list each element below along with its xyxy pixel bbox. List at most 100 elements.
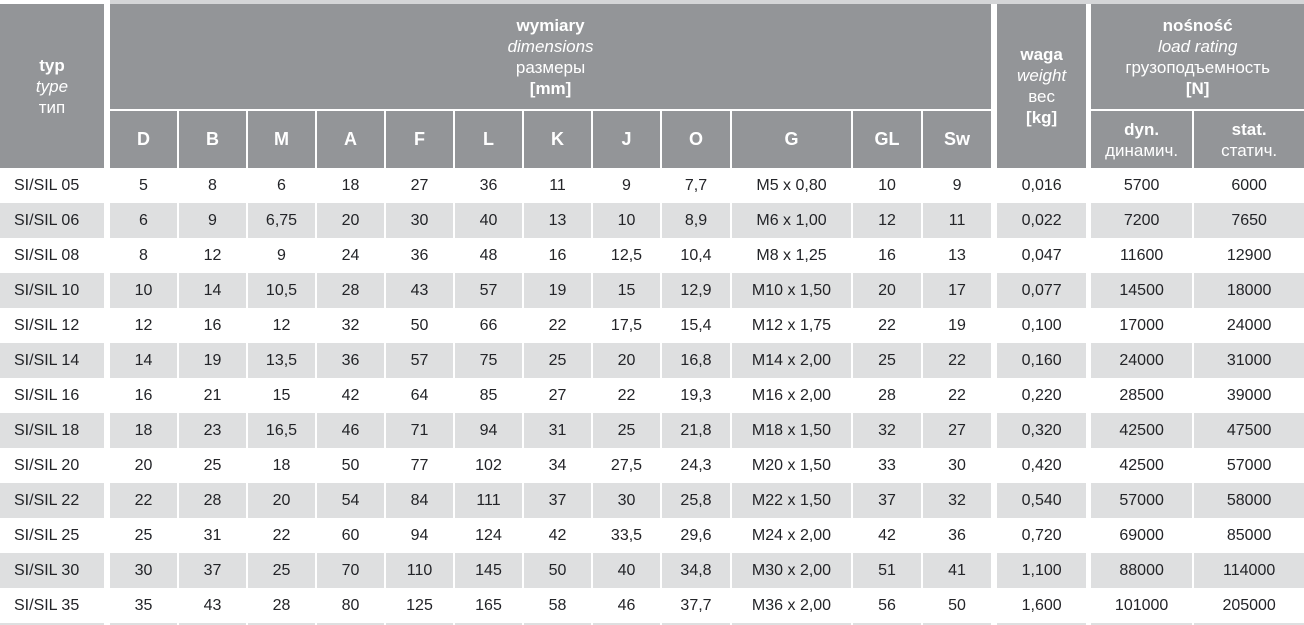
col-header-M: M: [248, 111, 317, 168]
value-cell: 28: [853, 378, 923, 413]
value-cell: 20: [110, 448, 179, 483]
value-cell: 5: [110, 168, 179, 203]
value-cell: 85000: [1194, 518, 1304, 553]
value-cell: 7650: [1194, 203, 1304, 238]
type-cell: SI/SIL 18: [0, 413, 110, 448]
col-header-GL: GL: [853, 111, 923, 168]
value-cell: 37: [179, 553, 248, 588]
value-cell: 10,4: [662, 238, 732, 273]
value-cell: 56: [853, 588, 923, 623]
value-cell: 70: [317, 553, 386, 588]
value-cell: 0,016: [997, 168, 1092, 203]
value-cell: 25: [179, 448, 248, 483]
value-cell: 20: [248, 483, 317, 518]
strip-cell: [1194, 623, 1304, 625]
value-cell: 18: [248, 448, 317, 483]
value-cell: 12900: [1194, 238, 1304, 273]
value-cell: 24000: [1194, 308, 1304, 343]
value-cell: 22: [853, 308, 923, 343]
value-cell: 66: [455, 308, 524, 343]
value-cell: 9: [593, 168, 662, 203]
header-group-row: typ type тип wymiary dimensions размеры …: [0, 4, 1304, 168]
value-cell: 11: [923, 203, 998, 238]
value-cell: 42: [853, 518, 923, 553]
strip-cell: [593, 623, 662, 625]
value-cell: 0,100: [997, 308, 1092, 343]
value-cell: 27: [923, 413, 998, 448]
value-cell: 51: [853, 553, 923, 588]
value-cell: 28: [248, 588, 317, 623]
strip-cell: [662, 623, 732, 625]
dimensions-unit: [mm]: [529, 78, 572, 98]
type-cell: SI/SIL 05: [0, 168, 110, 203]
value-cell: 14: [179, 273, 248, 308]
weight-label-en: weight: [1017, 66, 1067, 85]
value-cell: 22: [593, 378, 662, 413]
static-sublabel: статич.: [1221, 140, 1278, 160]
value-cell: 39000: [1194, 378, 1304, 413]
value-cell: 145: [455, 553, 524, 588]
value-cell: 12: [110, 308, 179, 343]
value-cell: 48: [455, 238, 524, 273]
value-cell: 101000: [1091, 588, 1195, 623]
col-header-D: D: [110, 111, 179, 168]
value-cell: 18: [110, 413, 179, 448]
value-cell: 50: [923, 588, 998, 623]
value-cell: 57000: [1194, 448, 1304, 483]
value-cell: M16 x 2,00: [732, 378, 853, 413]
static-label: stat.: [1231, 119, 1267, 139]
value-cell: 32: [317, 308, 386, 343]
value-cell: 43: [386, 273, 455, 308]
strip-cell: [386, 623, 455, 625]
type-cell: SI/SIL 25: [0, 518, 110, 553]
type-cell: SI/SIL 08: [0, 238, 110, 273]
value-cell: 9: [248, 238, 317, 273]
type-cell: SI/SIL 10: [0, 273, 110, 308]
value-cell: 57: [455, 273, 524, 308]
value-cell: 25: [853, 343, 923, 378]
value-cell: 13,5: [248, 343, 317, 378]
value-cell: 11: [524, 168, 593, 203]
value-cell: M5 x 0,80: [732, 168, 853, 203]
table-row: SI/SIL 05 5 8 6 18 27 36 11 9 7,7 M5 x 0,80 10 9 0,01…: [0, 168, 1304, 203]
value-cell: 16: [110, 378, 179, 413]
value-cell: 111: [455, 483, 524, 518]
strip-cell: [923, 623, 998, 625]
dynamic-sublabel: динамич.: [1105, 140, 1179, 160]
value-cell: 58000: [1194, 483, 1304, 518]
value-cell: 57000: [1091, 483, 1195, 518]
value-cell: 30: [386, 203, 455, 238]
value-cell: 110: [386, 553, 455, 588]
value-cell: 88000: [1091, 553, 1195, 588]
value-cell: 43: [179, 588, 248, 623]
value-cell: 8: [110, 238, 179, 273]
value-cell: 42500: [1091, 448, 1195, 483]
value-cell: 37,7: [662, 588, 732, 623]
value-cell: 10: [593, 203, 662, 238]
col-header-static: stat. статич.: [1194, 111, 1304, 168]
type-label-en: type: [35, 76, 69, 96]
value-cell: 17,5: [593, 308, 662, 343]
strip-cell: [997, 623, 1092, 625]
value-cell: 77: [386, 448, 455, 483]
value-cell: 37: [524, 483, 593, 518]
value-cell: 1,600: [997, 588, 1092, 623]
load-label-ru: грузоподъемность: [1125, 57, 1270, 77]
value-cell: 19,3: [662, 378, 732, 413]
top-edge-strip: [0, 0, 1304, 4]
value-cell: 60: [317, 518, 386, 553]
value-cell: 40: [593, 553, 662, 588]
table-row: SI/SIL 14 14 19 13,5 36 57 75 25 20 16,8 M14 x 2,0…: [0, 343, 1304, 378]
dimensions-label-en: dimensions: [507, 36, 594, 56]
value-cell: 20: [317, 203, 386, 238]
value-cell: 0,160: [997, 343, 1092, 378]
value-cell: 19: [923, 308, 998, 343]
value-cell: 75: [455, 343, 524, 378]
value-cell: 46: [317, 413, 386, 448]
value-cell: 165: [455, 588, 524, 623]
dynamic-label: dyn.: [1124, 119, 1160, 139]
value-cell: 0,047: [997, 238, 1092, 273]
value-cell: 19: [179, 343, 248, 378]
header-sub-row: D B M A F L K J O G GL Sw dyn. динамич. …: [0, 111, 1304, 168]
col-group-dimensions: wymiary dimensions размеры [mm]: [110, 4, 998, 111]
